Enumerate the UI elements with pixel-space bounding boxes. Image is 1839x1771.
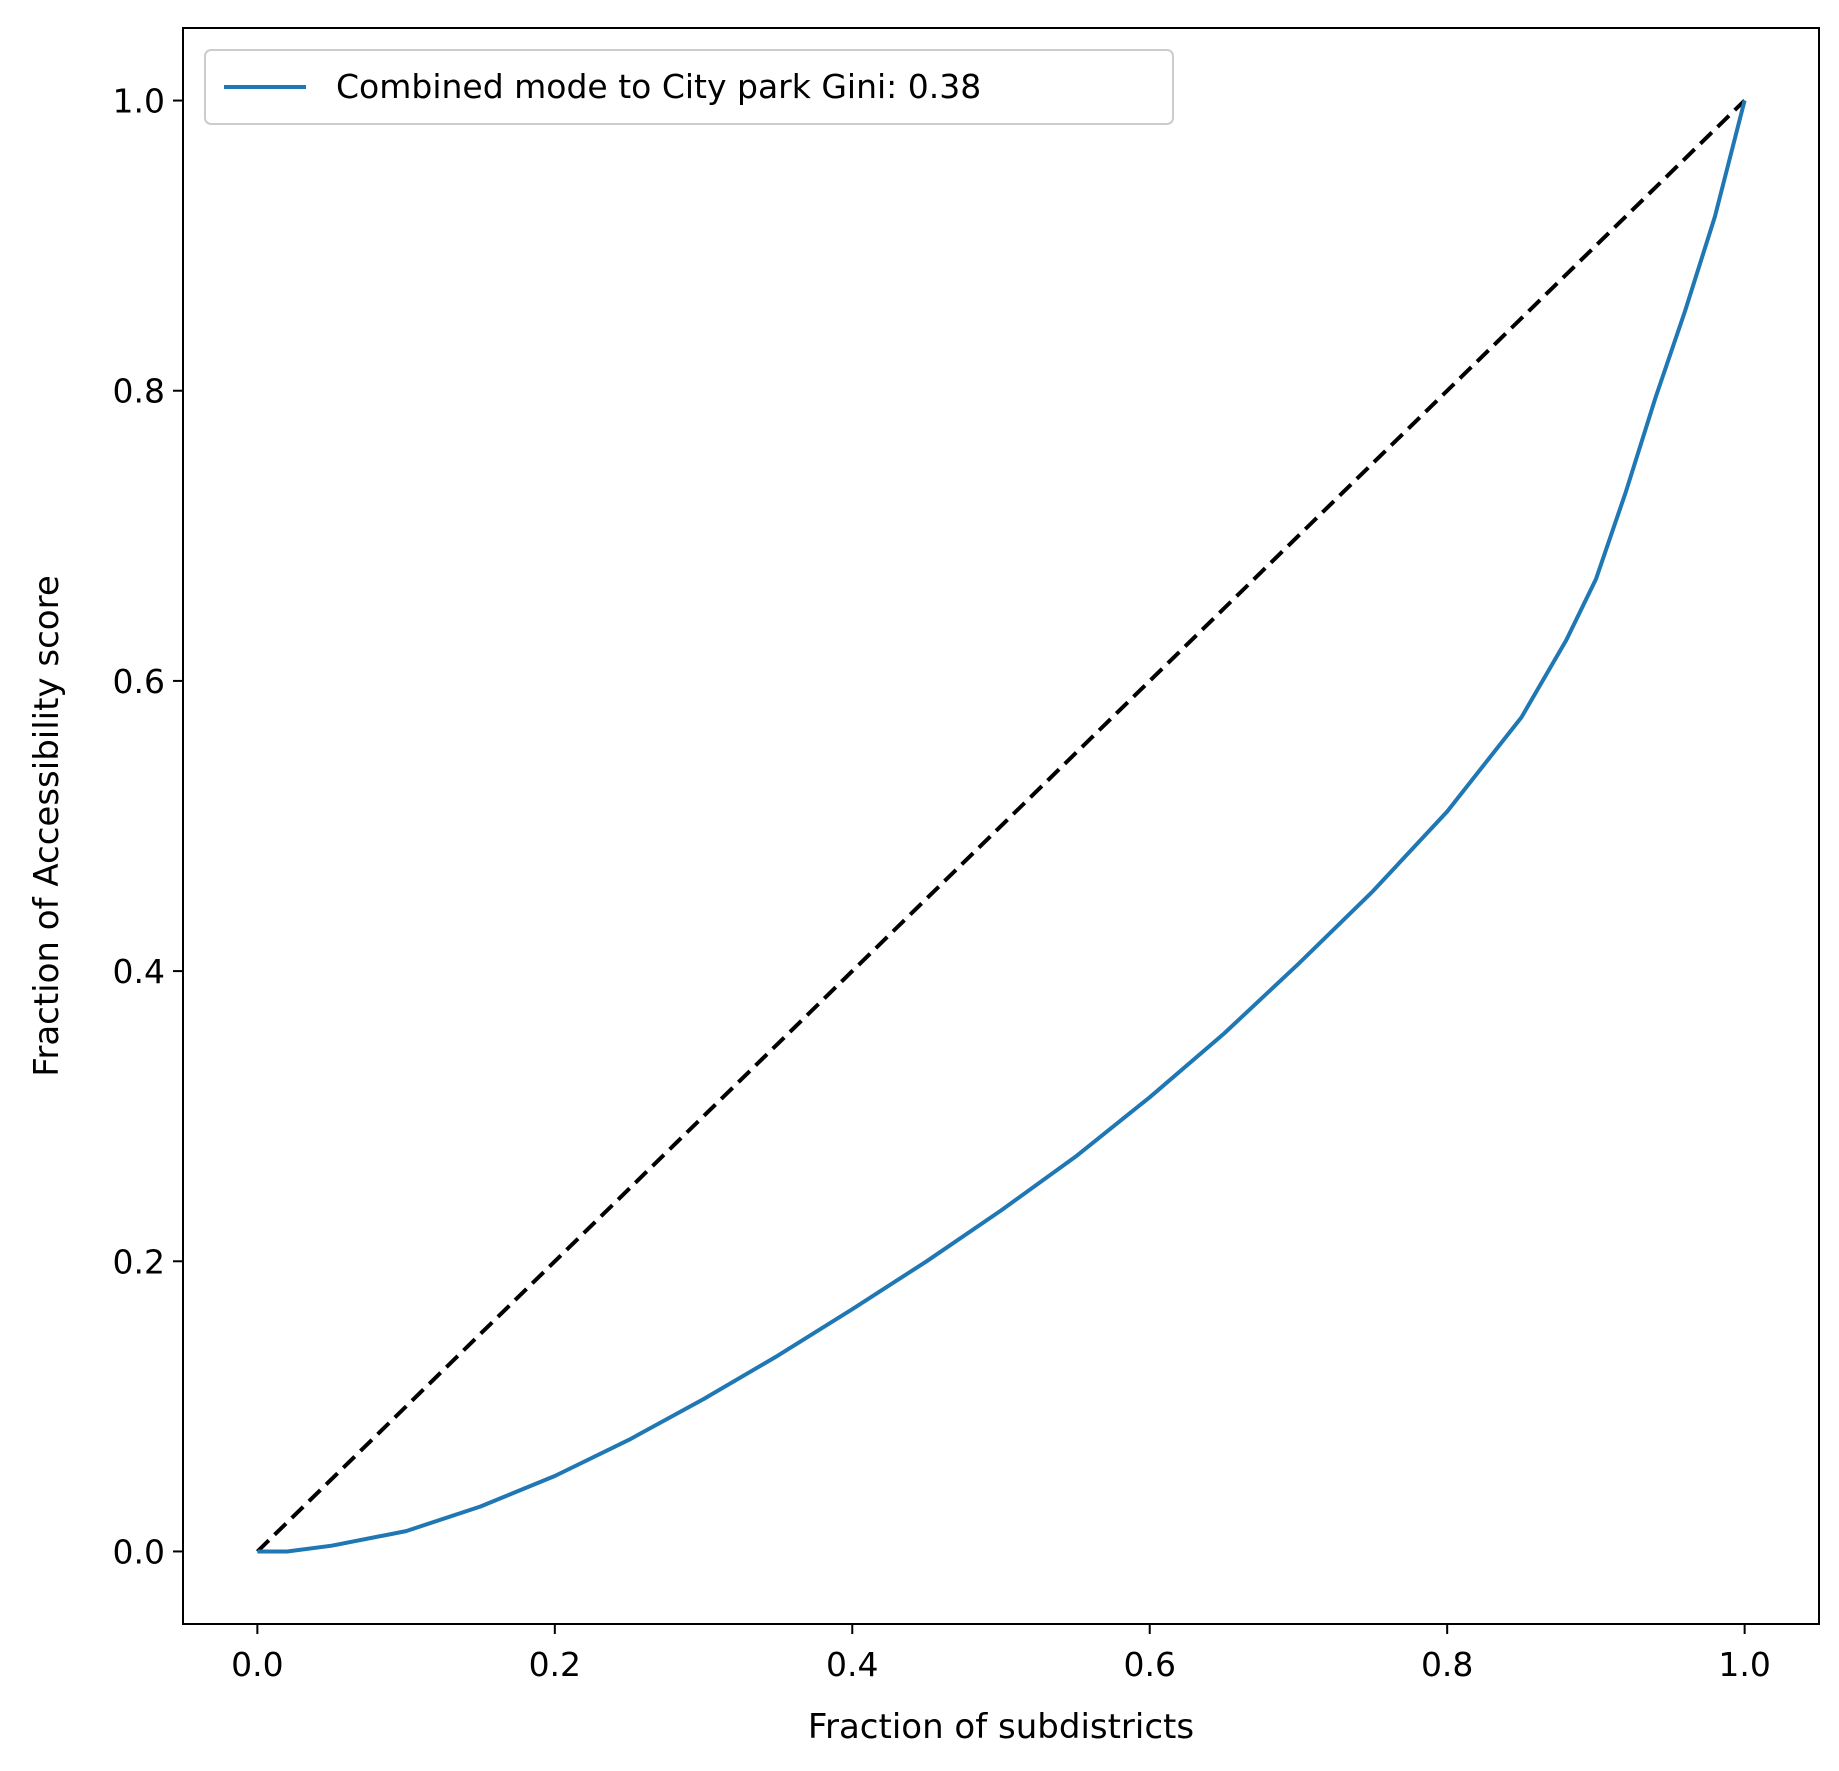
legend-box	[204, 49, 1174, 125]
x-axis-label: Fraction of subdistricts	[808, 1707, 1194, 1747]
x-tick-label: 0.8	[1421, 1645, 1473, 1684]
y-tick-label: 0.2	[113, 1242, 165, 1281]
plot-frame	[182, 27, 1820, 1625]
y-tick-label: 0.0	[113, 1532, 165, 1571]
y-tick-label: 0.8	[113, 372, 165, 411]
x-tick-label: 0.4	[826, 1645, 878, 1684]
y-axis-ticks: 0.0 0.2 0.4 0.6 0.8 1.0	[113, 82, 183, 1571]
lorenz-curve-line	[257, 100, 1747, 1554]
y-tick-label: 0.4	[113, 952, 165, 991]
series-layer	[256, 99, 1747, 1554]
y-tick-label: 1.0	[113, 82, 165, 121]
legend-entry-label: Combined mode to City park Gini: 0.38	[336, 67, 981, 106]
legend: Combined mode to City park Gini: 0.38	[204, 49, 1174, 125]
x-tick-label: 1.0	[1718, 1645, 1770, 1684]
equality-line	[256, 99, 1746, 1553]
x-axis-ticks: 0.0 0.2 0.4 0.6 0.8 1.0	[231, 1624, 1771, 1684]
y-axis-label: Fraction of Accessibility score	[27, 575, 67, 1076]
y-tick-label: 0.6	[113, 662, 165, 701]
x-tick-label: 0.0	[231, 1645, 283, 1684]
x-tick-label: 0.6	[1123, 1645, 1175, 1684]
x-tick-label: 0.2	[529, 1645, 581, 1684]
